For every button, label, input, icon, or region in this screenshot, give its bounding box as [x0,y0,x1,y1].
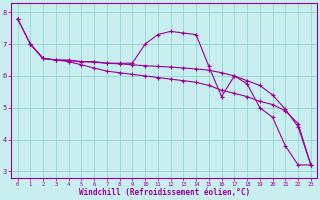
X-axis label: Windchill (Refroidissement éolien,°C): Windchill (Refroidissement éolien,°C) [79,188,250,197]
